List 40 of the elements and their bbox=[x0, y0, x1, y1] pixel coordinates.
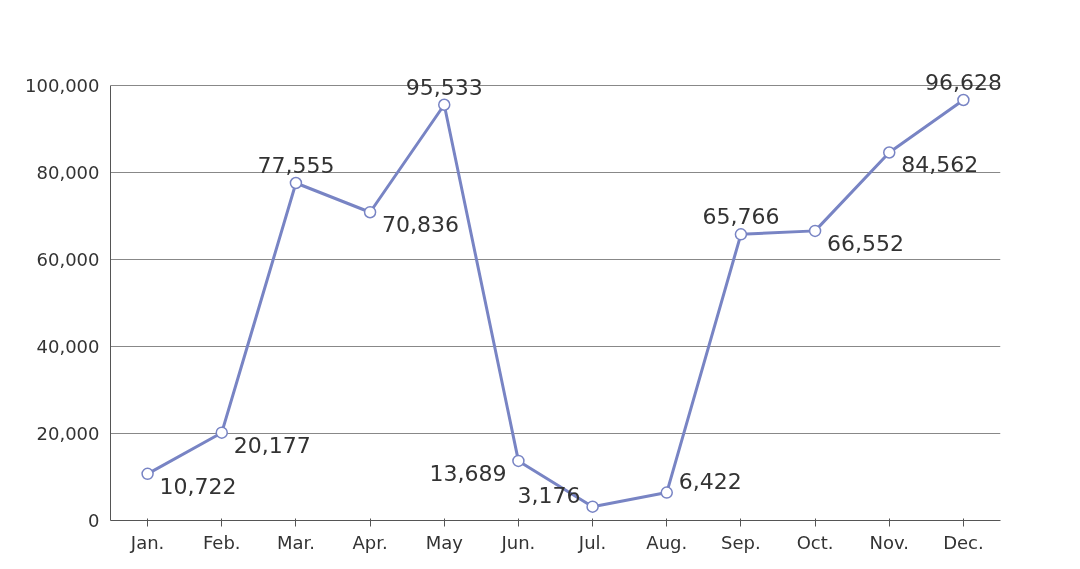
x-tick-label: Dec. bbox=[943, 531, 984, 553]
point bbox=[438, 98, 451, 111]
x-tick-label: Feb. bbox=[202, 531, 241, 553]
x-tick-label: Aug. bbox=[646, 531, 688, 553]
point bbox=[883, 146, 896, 159]
point bbox=[586, 500, 599, 513]
point bbox=[215, 426, 228, 439]
y-tick-label: 0 bbox=[88, 510, 100, 531]
data-label: 70,836 bbox=[382, 212, 460, 238]
x-tick-label: Apr. bbox=[352, 531, 388, 553]
x-tick-label: Sep. bbox=[721, 531, 761, 553]
point bbox=[734, 228, 748, 241]
x-tick-label: Oct. bbox=[796, 531, 834, 553]
point bbox=[957, 93, 970, 107]
data-label: 3,176 bbox=[517, 482, 581, 508]
data-label: 66,552 bbox=[827, 230, 905, 256]
x-tick-label: Jun. bbox=[500, 531, 536, 553]
x-tick-label: Jul. bbox=[577, 531, 607, 553]
x-tick-label: Nov. bbox=[869, 531, 909, 553]
y-tick-label: 80,000 bbox=[36, 161, 100, 183]
point bbox=[512, 454, 525, 468]
data-label: 13,689 bbox=[429, 460, 507, 486]
x-tick-label: May bbox=[425, 531, 464, 553]
point bbox=[660, 486, 673, 499]
data-label: 6,422 bbox=[678, 468, 742, 494]
y-tick-label: 60,000 bbox=[36, 248, 100, 270]
data-label: 77,555 bbox=[257, 152, 335, 178]
point bbox=[289, 176, 303, 190]
y-tick-label: 20,000 bbox=[36, 422, 100, 444]
point bbox=[808, 224, 822, 238]
data-label: 84,562 bbox=[901, 152, 979, 178]
point bbox=[141, 467, 154, 481]
data-label: 65,766 bbox=[702, 204, 780, 230]
x-tick-label: Jan. bbox=[129, 531, 165, 553]
x-tick-label: Mar. bbox=[276, 531, 315, 553]
y-tick-label: 40,000 bbox=[36, 335, 100, 357]
point bbox=[363, 205, 377, 219]
y-tick-label: 100,000 bbox=[25, 74, 100, 96]
data-label: 10,722 bbox=[159, 473, 237, 499]
data-label: 20,177 bbox=[233, 432, 311, 458]
